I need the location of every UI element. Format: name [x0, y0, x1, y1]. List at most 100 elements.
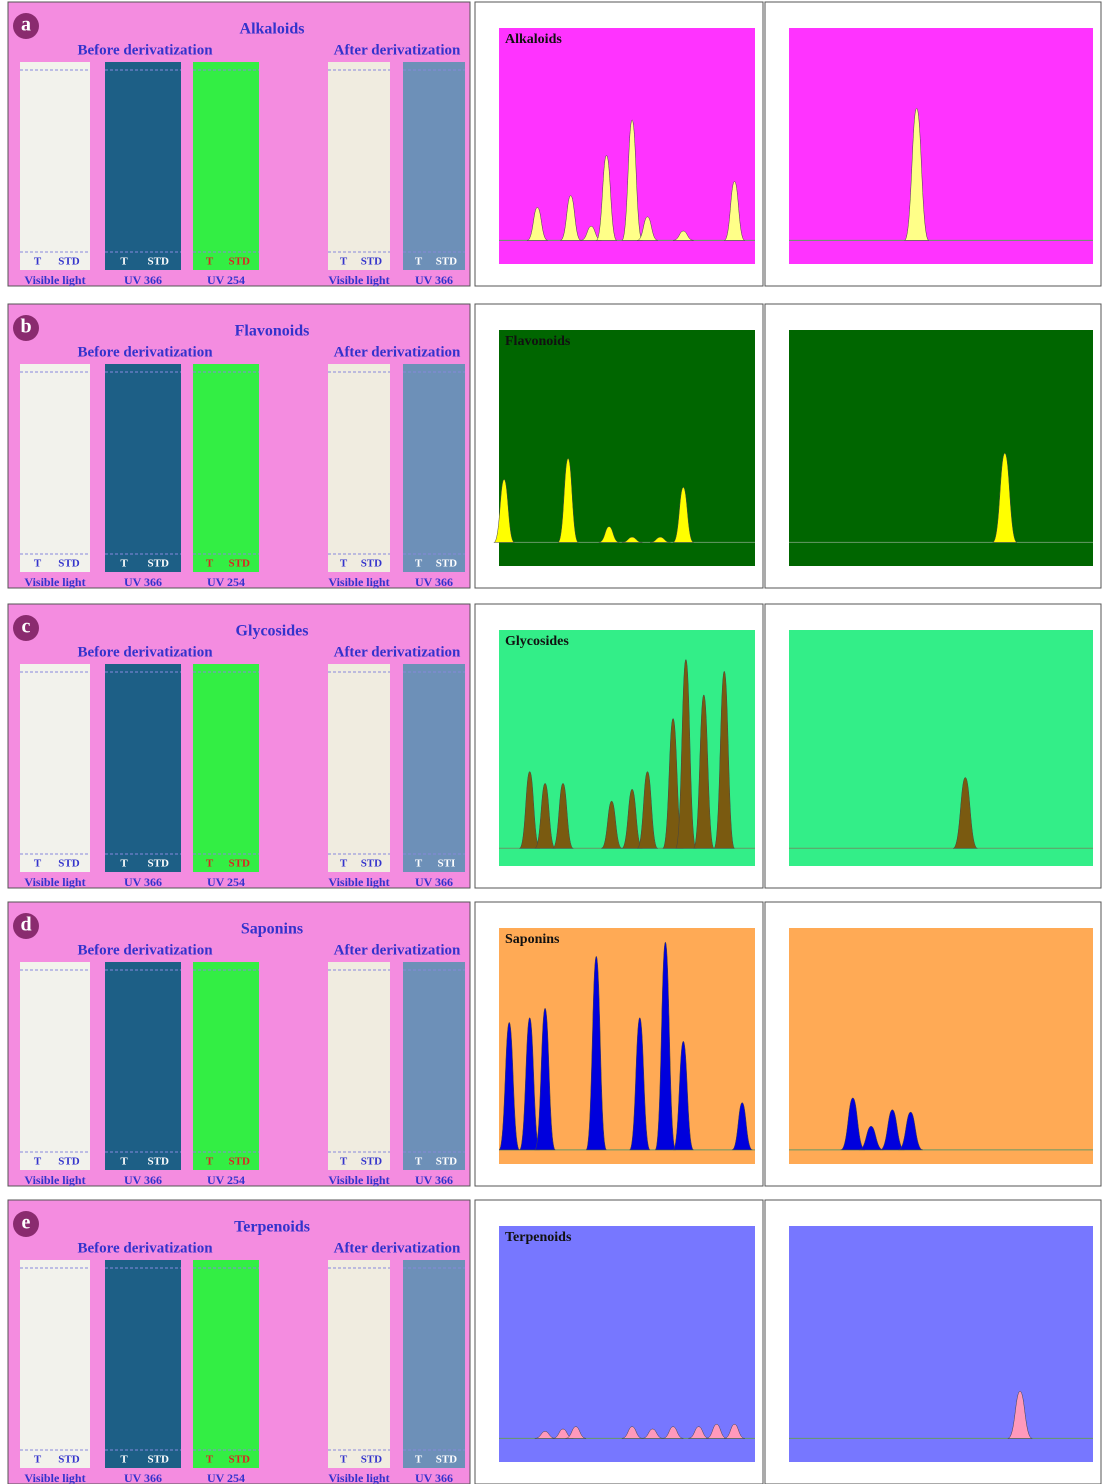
lane-label: T: [415, 858, 423, 870]
lane-label: T: [34, 558, 42, 570]
panel-letter: b: [20, 316, 31, 338]
tlc-plate: [403, 62, 465, 270]
lane-label: STD: [228, 558, 249, 570]
lane-label: T: [340, 256, 348, 268]
lane-label: T: [206, 1156, 214, 1168]
plot-area: [789, 1226, 1093, 1462]
tlc-plate: [105, 364, 181, 572]
plate-caption: UV 366: [124, 1173, 162, 1187]
tlc-plate: [403, 962, 465, 1170]
panel-title: Saponins: [241, 921, 303, 938]
lane-label: STD: [436, 256, 457, 268]
lane-label: STD: [147, 858, 168, 870]
plot-area: [789, 630, 1093, 866]
lane-label: STD: [58, 256, 79, 268]
panel-letter: a: [21, 14, 31, 36]
lane-label: T: [120, 256, 128, 268]
plot-area: [789, 28, 1093, 264]
tlc-plate: [193, 664, 259, 872]
tlc-plate: [20, 62, 90, 270]
tlc-plate: [105, 1260, 181, 1468]
lane-label: STD: [58, 558, 79, 570]
lane-label: T: [206, 858, 214, 870]
lane-label: T: [415, 1156, 423, 1168]
plate-caption: UV 254: [207, 273, 245, 287]
plate-caption: UV 366: [415, 1471, 453, 1484]
tlc-plate: [403, 1260, 465, 1468]
plate-caption: UV 366: [124, 1471, 162, 1484]
lane-label: STD: [436, 558, 457, 570]
plate-caption: Visible light: [328, 1471, 389, 1484]
panel-title: Flavonoids: [235, 323, 310, 340]
tlc-plate: [328, 62, 390, 270]
lane-label: STD: [361, 256, 382, 268]
tlc-plate: [105, 62, 181, 270]
plate-caption: UV 254: [207, 1471, 245, 1484]
tlc-plate: [193, 62, 259, 270]
lane-label: T: [34, 1454, 42, 1466]
chromatogram-title: Terpenoids: [505, 1230, 572, 1245]
plate-caption: Visible light: [24, 1173, 85, 1187]
lane-label: STD: [361, 1454, 382, 1466]
panel-title: Terpenoids: [234, 1219, 310, 1236]
lane-label: STD: [58, 858, 79, 870]
lane-label: T: [340, 558, 348, 570]
plate-caption: UV 254: [207, 575, 245, 589]
plate-caption: Visible light: [328, 273, 389, 287]
after-label: After derivatization: [334, 42, 461, 58]
lane-label: T: [340, 1454, 348, 1466]
tlc-plate: [403, 364, 465, 572]
figure: a Alkaloids Before derivatization After der…: [0, 0, 1102, 1484]
lane-label: STD: [228, 1454, 249, 1466]
before-label: Before derivatization: [77, 942, 213, 958]
lane-label: STD: [228, 256, 249, 268]
plot-area: [789, 330, 1093, 566]
plate-caption: UV 366: [415, 1173, 453, 1187]
lane-label: STD: [228, 1156, 249, 1168]
lane-label: T: [120, 558, 128, 570]
plate-caption: UV 366: [124, 875, 162, 889]
tlc-plate: [20, 664, 90, 872]
plate-caption: Visible light: [24, 875, 85, 889]
tlc-plate: [328, 1260, 390, 1468]
plate-caption: UV 366: [415, 875, 453, 889]
before-label: Before derivatization: [77, 644, 213, 660]
plate-caption: Visible light: [24, 273, 85, 287]
lane-label: T: [340, 858, 348, 870]
chromatogram-title: Glycosides: [505, 634, 569, 649]
tlc-plate: [403, 664, 465, 872]
tlc-plate: [193, 364, 259, 572]
plate-caption: UV 366: [124, 273, 162, 287]
plate-caption: Visible light: [24, 1471, 85, 1484]
lane-label: STD: [58, 1454, 79, 1466]
plate-caption: Visible light: [24, 575, 85, 589]
lane-label: STD: [361, 558, 382, 570]
plot-area: [499, 928, 755, 1164]
before-label: Before derivatization: [77, 344, 213, 360]
plot-area: [789, 928, 1093, 1164]
panel-title: Alkaloids: [240, 21, 305, 38]
plate-caption: UV 254: [207, 875, 245, 889]
after-label: After derivatization: [334, 344, 461, 360]
lane-label: STD: [58, 1156, 79, 1168]
plate-caption: UV 366: [415, 273, 453, 287]
lane-label: STD: [147, 1454, 168, 1466]
plate-caption: Visible light: [328, 575, 389, 589]
chromatogram-title: Alkaloids: [505, 32, 562, 47]
lane-label: STD: [436, 1454, 457, 1466]
lane-label: T: [34, 858, 42, 870]
after-label: After derivatization: [334, 644, 461, 660]
lane-label: T: [206, 558, 214, 570]
tlc-plate: [20, 962, 90, 1170]
plate-caption: Visible light: [328, 1173, 389, 1187]
tlc-plate: [105, 962, 181, 1170]
plate-caption: UV 366: [124, 575, 162, 589]
tlc-plate: [20, 364, 90, 572]
plot-area: [499, 330, 755, 566]
after-label: After derivatization: [334, 1240, 461, 1256]
panel-letter: c: [22, 616, 31, 638]
panel-letter: d: [20, 914, 31, 936]
tlc-plate: [193, 1260, 259, 1468]
lane-label: STD: [361, 1156, 382, 1168]
lane-label: T: [120, 1454, 128, 1466]
